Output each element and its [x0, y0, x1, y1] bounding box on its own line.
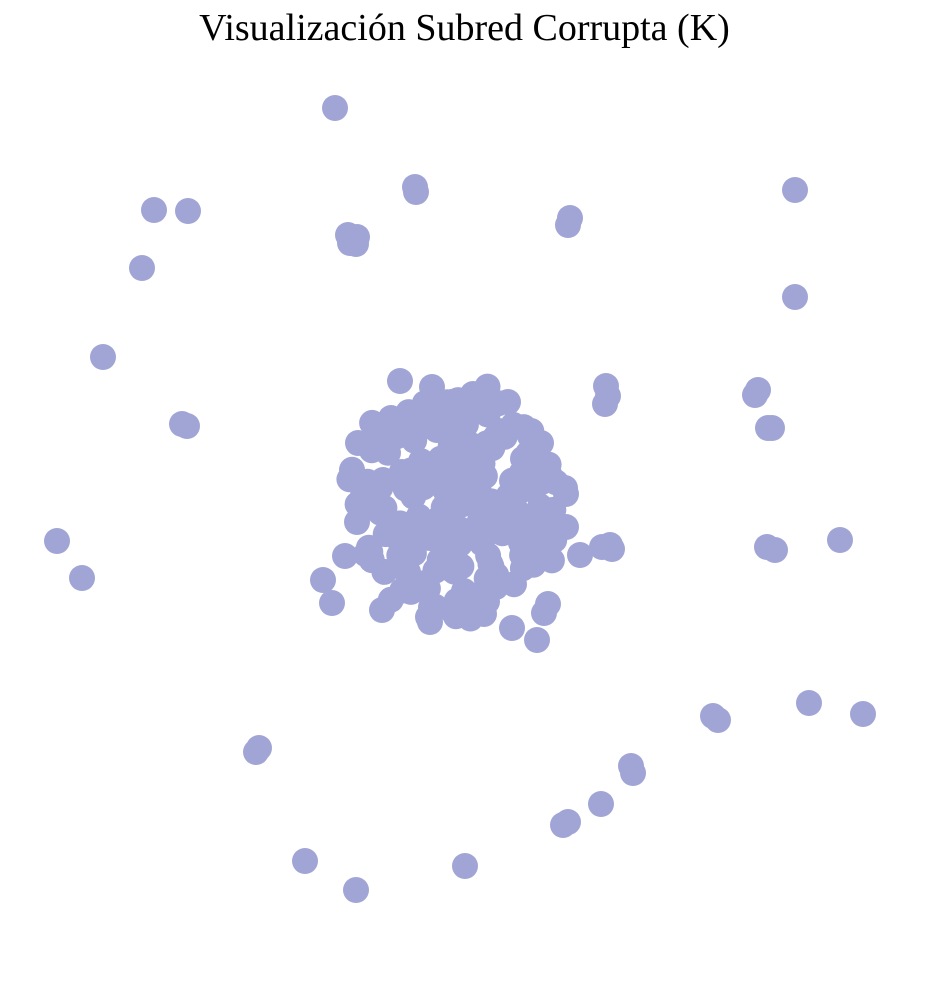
graph-node	[452, 411, 479, 438]
graph-node	[535, 451, 562, 478]
graph-node	[518, 418, 545, 444]
graph-node	[367, 499, 394, 526]
graph-node	[319, 590, 345, 616]
graph-node	[599, 536, 625, 562]
graph-node	[343, 877, 369, 903]
graph-node	[463, 467, 490, 494]
graph-node	[322, 95, 348, 121]
graph-node	[759, 415, 785, 441]
graph-node	[403, 179, 429, 205]
graph-node	[479, 433, 506, 460]
graph-node	[405, 503, 432, 530]
graph-node	[525, 509, 551, 536]
graph-node	[538, 547, 565, 574]
graph-node	[419, 408, 446, 435]
graph-node	[782, 177, 808, 203]
graph-node	[796, 690, 822, 716]
graph-node	[508, 529, 534, 556]
graph-node	[478, 488, 505, 515]
graph-node	[555, 212, 581, 238]
graph-node	[541, 527, 568, 554]
graph-node	[452, 853, 478, 879]
graph-node	[450, 523, 477, 550]
graph-title: Visualización Subred Corrupta (K)	[199, 7, 730, 49]
graph-node	[395, 399, 422, 426]
graph-node	[705, 707, 731, 733]
graph-node	[550, 812, 576, 838]
graph-node	[457, 431, 484, 458]
graph-node	[474, 383, 501, 409]
graph-node	[448, 553, 475, 580]
graph-node	[762, 537, 788, 563]
graph-node	[742, 382, 768, 408]
graph-node	[310, 567, 336, 593]
graph-node	[588, 791, 614, 817]
graph-node	[69, 565, 95, 591]
graph-node	[782, 284, 808, 310]
graph-node	[499, 615, 525, 641]
graph-node	[592, 391, 618, 417]
graph-node	[438, 476, 465, 503]
graph-node	[419, 452, 446, 479]
graph-node	[141, 197, 167, 223]
graph-node	[511, 469, 538, 496]
graph-node	[358, 547, 385, 574]
graph-node	[359, 409, 386, 436]
graph-node	[175, 198, 201, 224]
graph-node	[473, 565, 500, 592]
graph-node	[524, 627, 550, 653]
graph-node	[531, 600, 557, 626]
graph-node	[292, 848, 318, 874]
graph-node	[439, 388, 466, 415]
graph-node	[400, 540, 427, 567]
graph-node	[243, 739, 269, 765]
graph-node	[850, 701, 876, 727]
graph-node	[343, 231, 369, 257]
graph-node	[387, 368, 413, 394]
graph-node	[392, 475, 419, 502]
graph-node	[422, 557, 449, 584]
graph-node	[620, 760, 646, 786]
graph-node	[174, 413, 200, 439]
graph-node	[567, 542, 593, 568]
graph-node	[350, 478, 377, 505]
graph-node	[332, 543, 358, 569]
graph-node	[129, 255, 155, 281]
graph-node	[44, 528, 70, 554]
graph-node	[395, 566, 422, 593]
graph-node	[827, 527, 853, 553]
graph-node	[90, 344, 116, 370]
